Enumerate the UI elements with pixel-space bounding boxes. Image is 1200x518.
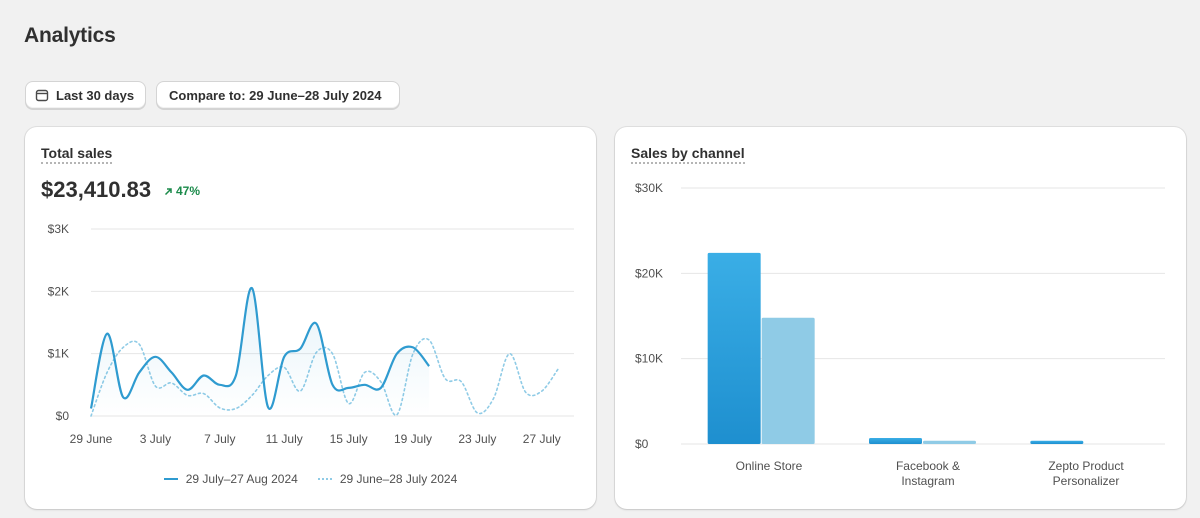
legend-swatch-dotted	[317, 478, 332, 480]
page-title: Analytics	[24, 24, 116, 47]
bar-previous	[761, 317, 815, 444]
compare-label: Compare to: 29 June–28 July 2024	[169, 87, 382, 103]
calendar-icon	[35, 89, 49, 102]
y-tick-label: $30K	[635, 181, 663, 195]
y-tick-label: $0	[635, 437, 649, 451]
total-sales-line-chart: $0 $1K $2K $3K 29 June 3 July 7 July 11 July 15 …	[48, 222, 574, 446]
bar-current	[869, 438, 922, 444]
x-tick-label: 27 July	[523, 432, 561, 446]
arrow-up-right-icon	[164, 187, 172, 195]
y-tick-label: $3K	[48, 222, 69, 236]
trend-value: 47%	[176, 184, 201, 198]
trend-badge: 47%	[164, 184, 200, 198]
line-chart-legend: 29 July–27 Aug 2024 29 June–28 July 2024	[25, 472, 596, 486]
bar-previous	[923, 440, 976, 444]
sales-by-channel-card: Sales by channel $0 $10K $20K $30K Online S…	[615, 127, 1186, 509]
category-label-online-store: Online Store	[735, 459, 803, 473]
category-label-text: Zepto Product Personalizer	[1048, 459, 1124, 488]
x-tick-label: 19 July	[394, 432, 432, 446]
legend-label-current: 29 July–27 Aug 2024	[185, 472, 298, 486]
y-tick-label: $0	[56, 409, 70, 423]
y-tick-label: $20K	[635, 266, 663, 280]
x-tick-label: 11 July	[266, 432, 303, 446]
category-label-facebook-instagram: Facebook & Instagram	[863, 459, 993, 489]
category-label-zepto: Zepto Product Personalizer	[1021, 459, 1151, 489]
x-tick-label: 3 July	[140, 432, 171, 446]
date-range-button[interactable]: Last 30 days	[25, 81, 146, 109]
y-tick-label: $10K	[635, 352, 663, 366]
category-label-text: Facebook & Instagram	[895, 459, 961, 488]
y-tick-label: $2K	[48, 284, 69, 298]
compare-button[interactable]: Compare to: 29 June–28 July 2024	[156, 81, 400, 109]
total-sales-value: $23,410.83	[41, 177, 152, 202]
bar-current	[1030, 440, 1084, 444]
bar-current	[707, 252, 761, 444]
legend-swatch-solid	[163, 478, 178, 480]
x-tick-label: 23 July	[458, 432, 496, 446]
total-sales-title[interactable]: Total sales	[41, 145, 113, 164]
legend-item-previous[interactable]: 29 June–28 July 2024	[317, 472, 458, 486]
y-tick-label: $1K	[48, 347, 69, 361]
series-line-current	[89, 287, 430, 410]
legend-label-previous: 29 June–28 July 2024	[339, 472, 458, 486]
sales-by-channel-title[interactable]: Sales by channel	[631, 145, 745, 164]
total-sales-card: Total sales $23,410.83 47% $0 $1K $2K $3K 29…	[25, 127, 596, 509]
date-range-label: Last 30 days	[56, 87, 135, 103]
sales-by-channel-bar-chart: $0 $10K $20K $30K	[635, 181, 1165, 451]
x-tick-label: 29 June	[70, 432, 113, 446]
x-tick-label: 15 July	[330, 432, 368, 446]
x-tick-label: 7 July	[204, 432, 235, 446]
legend-item-current[interactable]: 29 July–27 Aug 2024	[163, 472, 298, 486]
